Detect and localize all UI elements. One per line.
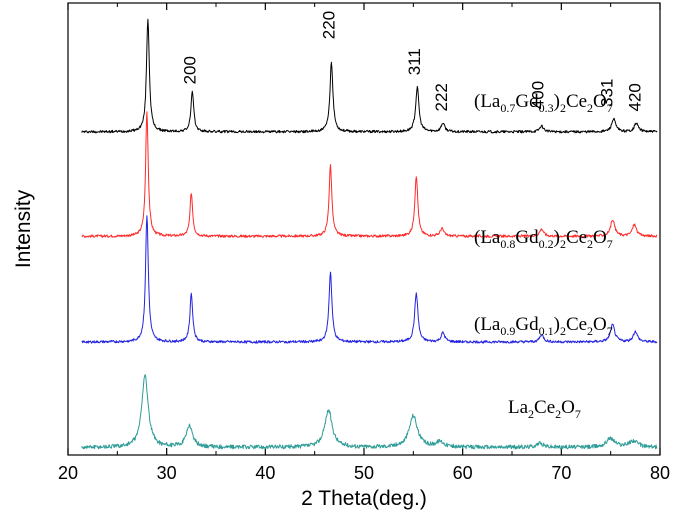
peak-annotation: 400 (529, 81, 548, 109)
series-line-2 (81, 111, 658, 238)
x-tick-label: 50 (354, 463, 374, 483)
series-line-3 (81, 215, 658, 344)
series-label-4: La2Ce2O7 (508, 397, 581, 421)
series-layer (81, 18, 658, 450)
x-tick-label: 70 (551, 463, 571, 483)
sample-labels: (La0.7Gd0.3)2Ce2O7 (La0.8Gd0.2)2Ce2O7 (La0… (474, 91, 613, 421)
series-line-4 (81, 374, 658, 450)
series-label-3: (La0.9Gd0.1)2Ce2O7 (474, 314, 613, 338)
x-tick-label: 30 (157, 463, 177, 483)
peak-annotation: 200 (180, 56, 199, 84)
x-tick-label: 40 (255, 463, 275, 483)
x-tick-label: 20 (58, 463, 78, 483)
peak-annotation: 331 (598, 79, 617, 107)
peak-annotation: 222 (432, 83, 451, 111)
y-axis-title: Intensity (12, 189, 35, 268)
x-tick-label: 80 (650, 463, 670, 483)
series-label-2: (La0.8Gd0.2)2Ce2O7 (474, 227, 613, 251)
peak-annotation: 420 (625, 83, 644, 111)
series-line-1 (81, 18, 658, 134)
series-label-1: (La0.7Gd0.3)2Ce2O7 (474, 91, 613, 115)
peak-annotation: 220 (319, 11, 338, 39)
peak-annotation: 311 (405, 48, 424, 75)
x-axis-title: 2 Theta(deg.) (301, 487, 427, 510)
axis-ticks: 20 30 40 50 60 70 80 (58, 3, 670, 483)
x-tick-label: 60 (453, 463, 473, 483)
peak-annotations: 111200220311222400331420 (180, 11, 644, 112)
